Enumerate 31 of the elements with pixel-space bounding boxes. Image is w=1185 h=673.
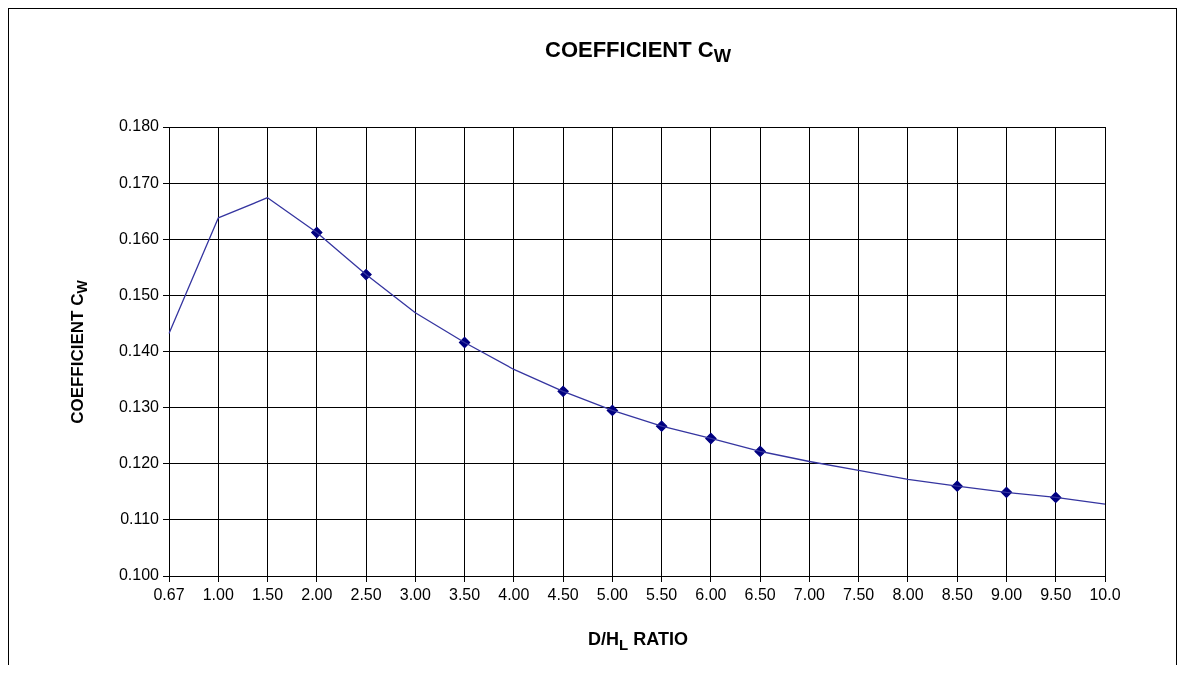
x-tick-label: 10.0 — [1089, 586, 1121, 604]
x-tick-label: 9.00 — [990, 586, 1023, 604]
x-tick-label: 8.50 — [941, 586, 973, 604]
x-tick-label: 3.50 — [449, 586, 481, 604]
y-tick-label: 0.100 — [118, 566, 160, 584]
x-tick-label: 5.00 — [596, 586, 629, 604]
y-tick-label: 0.170 — [118, 173, 160, 191]
x-tick-label: 4.50 — [547, 586, 579, 604]
y-tick-label: 0.120 — [118, 454, 160, 472]
y-tick-label: 0.110 — [120, 510, 160, 528]
x-tick-label: 7.50 — [843, 586, 875, 604]
x-tick-label: 2.00 — [301, 586, 333, 604]
y-tick-label: 0.180 — [118, 117, 160, 135]
x-tick-label: 1.50 — [251, 586, 284, 604]
y-tick-label: 0.160 — [118, 229, 160, 247]
x-tick-label: 7.00 — [793, 586, 826, 604]
y-tick-label: 0.140 — [118, 341, 160, 359]
x-tick-label: 9.50 — [1040, 586, 1072, 604]
chart-title: COEFFICIENT C$_{W}$ — [544, 37, 732, 68]
x-tick-label: 2.50 — [350, 586, 382, 604]
x-tick-label: 0.67 — [153, 586, 185, 604]
x-tick-label: 6.00 — [695, 586, 727, 604]
x-tick-label: 3.00 — [399, 586, 431, 604]
x-tick-label: 8.00 — [892, 586, 924, 604]
y-tick-label: 0.130 — [118, 398, 160, 416]
x-tick-label: 4.00 — [498, 586, 530, 604]
x-tick-label: 6.50 — [744, 586, 776, 604]
x-tick-label: 1.00 — [202, 586, 234, 604]
x-tick-label: 5.50 — [646, 586, 678, 604]
x-axis-title: D/H$_{L}$ RATIO — [587, 629, 689, 653]
y-tick-label: 0.150 — [118, 285, 160, 303]
